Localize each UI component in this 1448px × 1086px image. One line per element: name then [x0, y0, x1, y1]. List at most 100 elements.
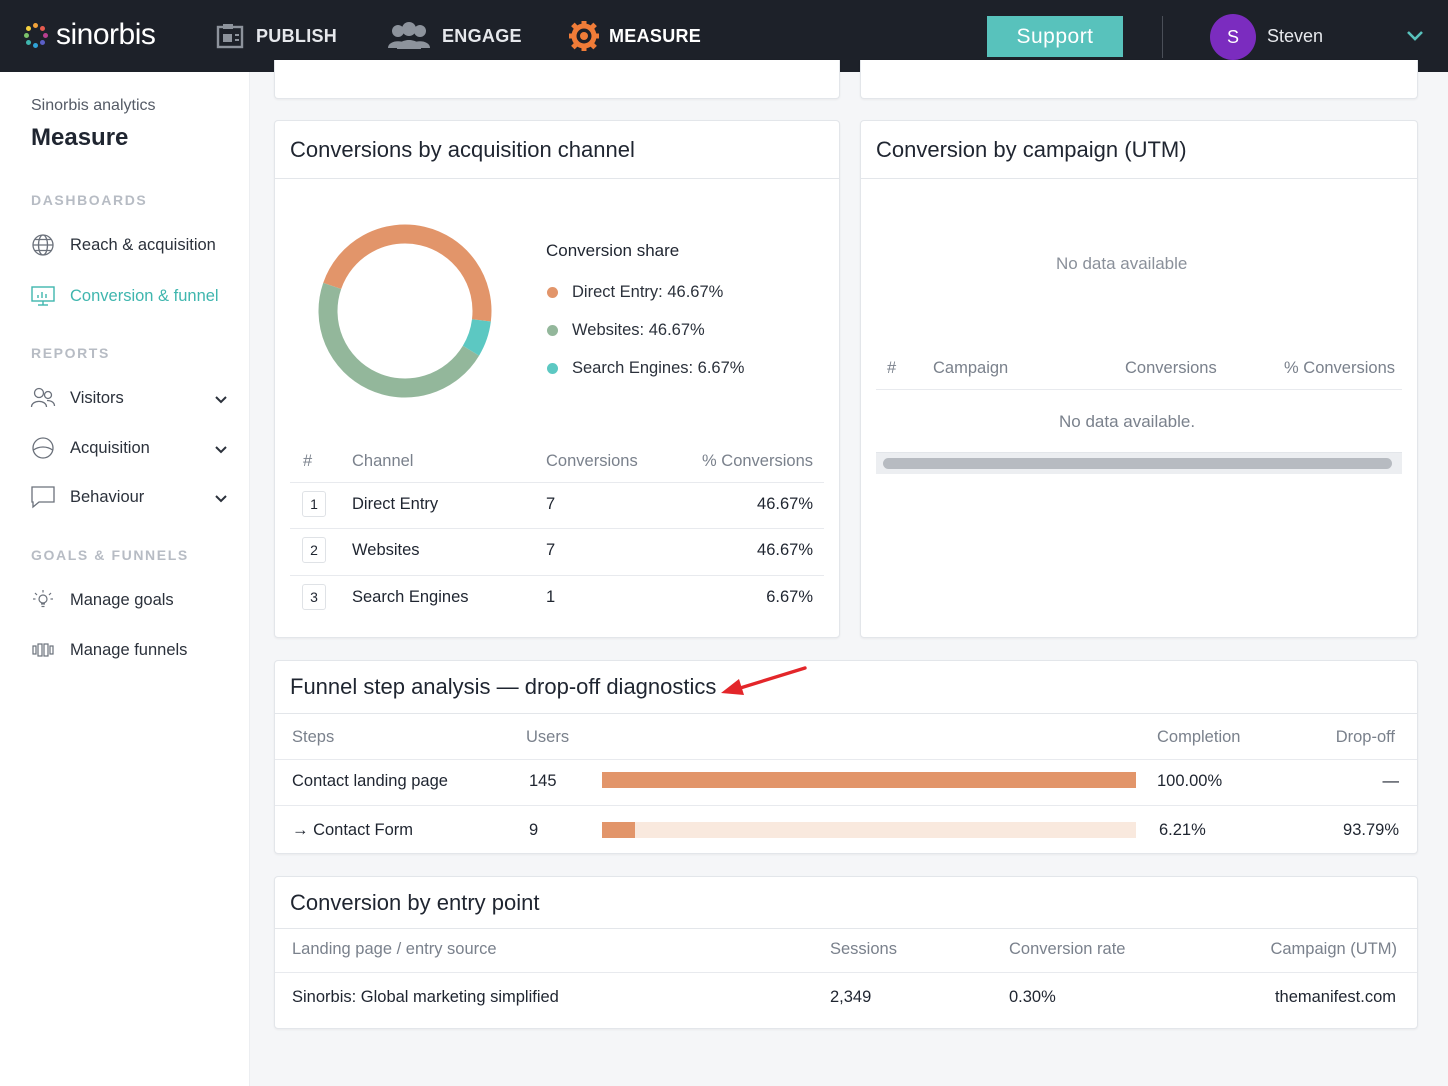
avatar[interactable]: S	[1210, 14, 1256, 60]
entry-sessions: 2,349	[830, 988, 872, 1006]
logo-mark-icon	[24, 23, 48, 48]
chat-icon	[30, 485, 56, 509]
divider	[275, 759, 1417, 760]
col-header-campaign[interactable]: Campaign (UTM)	[1270, 940, 1397, 958]
section-reports: REPORTS	[31, 345, 110, 361]
col-header-campaign[interactable]: Campaign	[933, 359, 1009, 377]
sidebar-item-manage-funnels[interactable]: Manage funnels	[30, 634, 230, 666]
table-empty-text: No data available.	[1059, 412, 1196, 431]
scrollbar-thumb[interactable]	[883, 458, 1392, 469]
sidebar-item-manage-goals[interactable]: Manage goals	[30, 584, 230, 616]
card-title: Funnel step analysis — drop-off diagnost…	[275, 661, 1417, 714]
funnel-icon	[30, 638, 56, 662]
col-header-sessions[interactable]: Sessions	[830, 940, 897, 958]
entry-point-card: Conversion by entry point Landing page /…	[274, 876, 1418, 1029]
funnel-step-dropoff: 93.79%	[1343, 821, 1399, 839]
col-header-conversions[interactable]: Conversions	[1125, 359, 1217, 377]
channel-percent: 46.67%	[757, 495, 813, 513]
funnel-progress-fill	[602, 822, 636, 838]
sidebar-item-label: Behaviour	[70, 487, 145, 506]
channel-conversions: 7	[546, 541, 556, 559]
donut-slice-direct-entry[interactable]	[323, 224, 492, 322]
divider	[275, 972, 1417, 973]
col-header-conversion-rate[interactable]: Conversion rate	[1009, 940, 1126, 958]
nav-engage-label: ENGAGE	[442, 25, 522, 46]
channel-conversions: 7	[546, 495, 556, 513]
channel-percent: 46.67%	[757, 541, 813, 559]
legend-label: Websites: 46.67%	[572, 321, 705, 339]
nav-publish[interactable]: PUBLISH	[216, 0, 337, 72]
col-header-percent[interactable]: % Conversions	[702, 452, 813, 470]
entry-conversion-rate: 0.30%	[1009, 988, 1056, 1006]
nav-engage[interactable]: ENGAGE	[386, 0, 522, 72]
entry-page-title[interactable]: Sinorbis: Global marketing simplified	[292, 988, 559, 1006]
chevron-down-icon[interactable]	[214, 441, 228, 460]
card-title: Conversion by entry point	[275, 877, 1417, 929]
support-button[interactable]: Support	[987, 16, 1123, 57]
legend-swatch	[547, 287, 558, 298]
channel-name: Search Engines	[352, 588, 469, 606]
horizontal-scrollbar[interactable]	[876, 452, 1402, 474]
col-header-landing-page[interactable]: Landing page / entry source	[292, 940, 497, 958]
legend-title: Conversion share	[546, 241, 680, 260]
sidebar-item-visitors[interactable]: Visitors	[30, 382, 230, 414]
entry-campaign: themanifest.com	[1274, 988, 1396, 1006]
funnel-step-name: → Contact Form	[292, 821, 414, 839]
sidebar-item-conversion-funnel[interactable]: Conversion & funnel	[30, 280, 230, 312]
col-header-conversions[interactable]: Conversions	[546, 452, 638, 470]
sidebar-item-label: Reach & acquisition	[70, 235, 216, 254]
legend-label: Search Engines: 6.67%	[572, 359, 745, 377]
col-header-steps: Steps	[292, 728, 335, 746]
legend-item-direct-entry[interactable]: Direct Entry: 46.67%	[547, 283, 723, 302]
col-header-percent[interactable]: % Conversions	[1284, 359, 1395, 377]
conversion-share-donut-chart	[318, 224, 492, 398]
globe-icon	[30, 233, 56, 257]
funnel-step-card: Funnel step analysis — drop-off diagnost…	[274, 660, 1418, 854]
user-name[interactable]: Steven	[1267, 26, 1324, 46]
sinorbis-logo[interactable]: sinorbis	[24, 18, 156, 52]
col-header-channel[interactable]: Channel	[352, 452, 414, 470]
annotation-arrow-icon	[721, 666, 807, 695]
divider	[290, 575, 824, 576]
funnel-step-completion: 100.00%	[1157, 772, 1223, 790]
chevron-down-icon[interactable]	[214, 490, 228, 509]
previous-card-left	[274, 60, 840, 99]
sidebar: Sinorbis analytics Measure DASHBOARDS Re…	[0, 72, 250, 1086]
card-title: Conversion by campaign (UTM)	[861, 121, 1417, 179]
sidebar-item-label: Manage goals	[70, 590, 174, 609]
previous-card-right	[860, 60, 1418, 99]
chevron-down-icon[interactable]	[1405, 29, 1425, 48]
section-goals-funnels: GOALS & FUNNELS	[31, 547, 189, 563]
monitor-chart-icon	[30, 284, 56, 308]
sidebar-item-reach-acquisition[interactable]: Reach & acquisition	[30, 229, 230, 261]
nav-measure[interactable]: MEASURE	[569, 0, 701, 72]
sidebar-item-behaviour[interactable]: Behaviour	[30, 481, 230, 513]
funnel-progress-bar	[602, 772, 1136, 788]
channel-percent: 6.67%	[766, 588, 813, 606]
funnel-step-dropoff: —	[1382, 772, 1400, 790]
funnel-card-title: Funnel step analysis — drop-off diagnost…	[290, 674, 717, 699]
publish-icon	[216, 22, 246, 50]
donut-slice-search-engines[interactable]	[462, 318, 491, 356]
legend-swatch	[547, 363, 558, 374]
users-icon	[30, 386, 56, 410]
channel-conversions-card: Conversions by acquisition channel Conve…	[274, 120, 840, 638]
sidebar-app-label: Sinorbis analytics	[31, 97, 156, 114]
donut-slice-websites[interactable]	[318, 282, 480, 398]
divider	[290, 482, 824, 483]
legend-item-websites[interactable]: Websites: 46.67%	[547, 321, 705, 340]
col-header-rank: #	[887, 359, 897, 377]
chevron-down-icon[interactable]	[214, 391, 228, 410]
empty-state-text: No data available	[1056, 254, 1188, 273]
funnel-step-users: 9	[529, 821, 539, 839]
brand-name: sinorbis	[56, 18, 156, 51]
sidebar-item-acquisition[interactable]: Acquisition	[30, 432, 230, 464]
rank-badge: 1	[302, 491, 326, 517]
legend-item-search-engines[interactable]: Search Engines: 6.67%	[547, 359, 744, 378]
sidebar-item-label: Acquisition	[70, 438, 150, 457]
nav-measure-label: MEASURE	[609, 25, 702, 46]
funnel-progress-fill	[602, 772, 1136, 788]
funnel-step-users: 145	[529, 772, 557, 790]
people-icon	[386, 22, 432, 50]
channel-name: Websites	[352, 541, 420, 559]
